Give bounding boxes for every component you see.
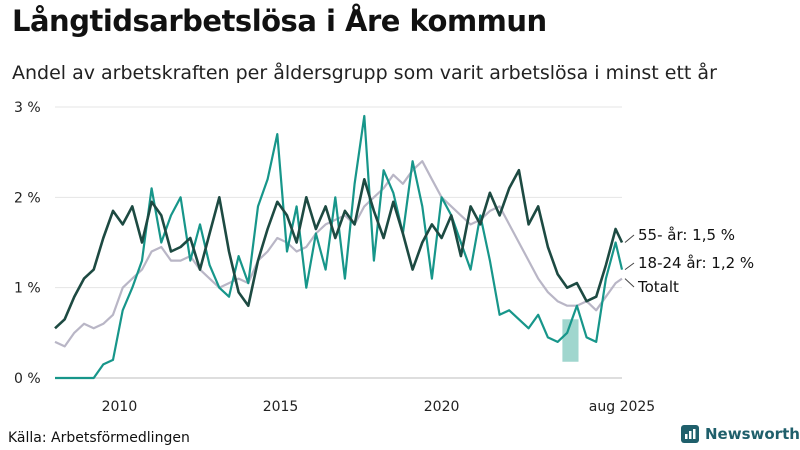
series-end-label: 55- år: 1,5 % (638, 226, 735, 244)
y-tick-label: 0 % (14, 371, 41, 387)
series-end-labels: 55- år: 1,5 % 18-24 år: 1,2 % Totalt (624, 226, 754, 296)
grid-lines (55, 106, 622, 379)
leader-line (624, 262, 635, 271)
y-tick-labels: 0 % 1 % 2 % 3 % (14, 100, 41, 387)
series-line (55, 114, 624, 380)
source-credit: Källa: Arbetsförmedlingen (8, 430, 190, 446)
x-tick-label: aug 2025 (589, 399, 655, 415)
series-line (54, 168, 624, 330)
x-tick-label: 2020 (424, 399, 460, 415)
bar-chart-icon (681, 425, 699, 443)
series-line (54, 160, 623, 348)
series-end-label: 18-24 år: 1,2 % (638, 254, 754, 272)
x-tick-label: 2010 (102, 399, 138, 415)
y-tick-label: 3 % (14, 100, 41, 116)
leader-line (624, 234, 635, 243)
x-tick-label: 2015 (263, 399, 299, 415)
chart-subtitle: Andel av arbetskraften per åldersgrupp s… (12, 62, 717, 84)
series-end-label: Totalt (637, 278, 679, 296)
line-chart: 0 % 1 % 2 % 3 % 2010 2015 2020 aug 2025 55- år… (14, 100, 754, 415)
y-tick-label: 1 % (14, 281, 41, 297)
y-tick-label: 2 % (14, 190, 41, 206)
band-rect (562, 319, 579, 362)
x-tick-labels: 2010 2015 2020 aug 2025 (102, 399, 656, 415)
brand-logo[interactable]: Newsworthy (681, 425, 800, 443)
chart-title: Långtidsarbetslösa i Åre kommun (12, 4, 547, 38)
band-area (562, 319, 579, 362)
brand-name: Newsworthy (705, 425, 800, 443)
leader-line (624, 278, 635, 288)
series-lines (54, 114, 624, 380)
